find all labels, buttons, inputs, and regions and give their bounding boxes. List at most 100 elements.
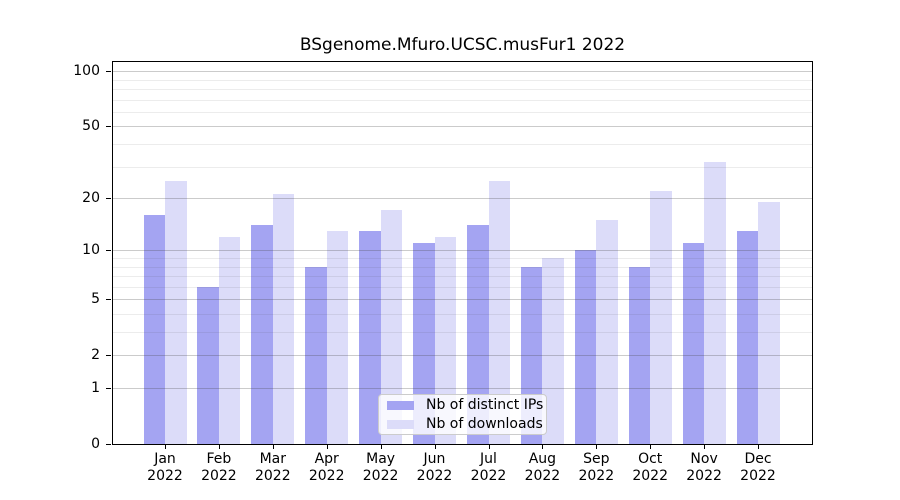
year-label: 2022 [362,468,399,484]
x-tick-apr [326,444,328,449]
legend-item-distinct-ips: Nb of distinct IPs [379,396,546,415]
x-tick-sep [596,444,598,449]
x-axis: Jan 2022 Feb 2022 Mar 2022 Apr 2022 May 2022 Jun 20… [113,444,812,499]
month-label: Jun [423,451,446,467]
x-tick-label-sep: Sep 2022 [578,451,614,485]
x-tick-nov [704,444,706,449]
year-label: 2022 [470,468,507,484]
bar-may-downloads [380,210,403,444]
x-tick-label-jan: Jan 2022 [147,451,183,485]
x-tick-label-aug: Aug 2022 [525,451,561,485]
x-tick-mar [272,444,274,449]
bar-oct-downloads [650,190,672,444]
month-label: Jan [154,451,176,467]
x-tick-jul [488,444,490,449]
bar-feb-distinct-ips [197,286,219,444]
bar-nov-downloads [704,161,726,444]
y-axis: 100 50 20 10 5 2 1 0 [0,62,112,452]
x-tick-label-may: May 2022 [363,451,399,485]
bar-sep-distinct-ips [574,250,597,444]
month-label: Oct [638,451,663,467]
bar-oct-distinct-ips [628,266,651,444]
y-tick-label-50: 50 [82,118,100,135]
x-tick-jun [434,444,436,449]
x-tick-dec [758,444,759,449]
chart-title: BSgenome.Mfuro.UCSC.musFur1 2022 [299,35,626,55]
month-label: Feb [206,451,232,467]
x-tick-label-mar: Mar 2022 [255,451,291,485]
bar-jun-distinct-ips [413,243,435,444]
year-label: 2022 [686,468,722,484]
bar-sep-downloads [596,220,618,444]
month-label: Nov [690,451,718,467]
y-tick-20 [106,198,111,199]
year-label: 2022 [578,468,615,484]
x-tick-label-feb: Feb 2022 [201,451,237,485]
y-tick-label-2: 2 [91,347,100,364]
x-tick-aug [542,444,544,449]
bar-dec-distinct-ips [736,230,758,444]
x-tick-label-nov: Nov 2022 [686,451,722,485]
year-label: 2022 [524,468,561,484]
y-tick-label-1: 1 [91,380,100,396]
bar-may-distinct-ips [359,230,381,444]
x-tick-label-jun: Jun 2022 [417,451,453,485]
bar-mar-distinct-ips [251,225,273,444]
x-tick-label-apr: Apr 2022 [309,451,345,485]
year-label: 2022 [416,468,453,484]
bar-apr-distinct-ips [305,266,327,444]
bar-jan-distinct-ips [143,215,165,444]
year-label: 2022 [632,468,669,484]
bar-nov-distinct-ips [682,243,705,444]
year-label: 2022 [740,468,776,484]
bar-jul-distinct-ips [467,225,489,444]
legend-swatch-downloads [387,419,414,429]
y-tick-1 [106,388,111,389]
bar-dec-downloads [758,201,780,444]
y-tick-label-5: 5 [91,291,100,308]
year-label: 2022 [254,468,291,484]
y-tick-5 [106,299,111,301]
y-tick-100 [106,71,111,73]
y-tick-label-10: 10 [82,242,100,259]
month-label: Apr [314,451,339,467]
bar-aug-downloads [542,257,564,444]
y-tick-2 [106,355,111,357]
gridline-minor-40 [113,143,812,145]
month-label: Dec [744,451,772,467]
gridline-major-50 [113,126,812,128]
gridline-minor-90 [113,79,812,81]
bar-jul-downloads [488,180,510,444]
y-tick-label-0: 0 [91,436,100,452]
year-label: 2022 [201,468,237,484]
legend-item-downloads: Nb of downloads [379,415,546,434]
x-tick-label-dec: Dec 2022 [740,451,776,485]
month-label: Jul [480,451,497,467]
x-tick-label-jul: Jul 2022 [471,451,507,485]
legend-swatch-distinct-ips [387,400,414,410]
x-tick-label-oct: Oct 2022 [632,451,668,485]
bar-feb-downloads [218,236,241,444]
legend-label-downloads: Nb of downloads [426,416,543,432]
month-label: Aug [528,451,557,467]
x-tick-may [380,444,382,449]
bar-mar-downloads [272,194,295,444]
month-label: Mar [259,451,287,467]
plot-area [112,61,813,445]
gridline-minor-70 [113,99,812,101]
year-label: 2022 [147,468,183,484]
bar-jan-downloads [165,180,187,444]
y-tick-0 [106,444,111,445]
gridline-major-100 [113,71,812,73]
y-tick-50 [106,126,111,128]
gridline-minor-80 [113,88,812,90]
bar-jun-downloads [434,236,456,444]
x-tick-oct [650,444,652,449]
legend-label-distinct-ips: Nb of distinct IPs [426,397,544,413]
y-tick-10 [106,250,111,252]
month-label: May [366,451,396,467]
x-tick-jan [165,444,166,449]
gridline-minor-60 [113,111,812,113]
x-tick-feb [218,444,220,449]
